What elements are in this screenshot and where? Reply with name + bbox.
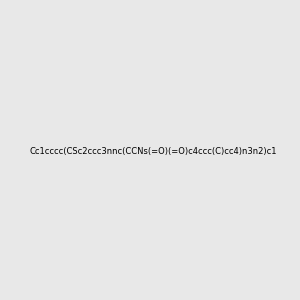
Text: Cc1cccc(CSc2ccc3nnc(CCNs(=O)(=O)c4ccc(C)cc4)n3n2)c1: Cc1cccc(CSc2ccc3nnc(CCNs(=O)(=O)c4ccc(C)… [30,147,278,156]
